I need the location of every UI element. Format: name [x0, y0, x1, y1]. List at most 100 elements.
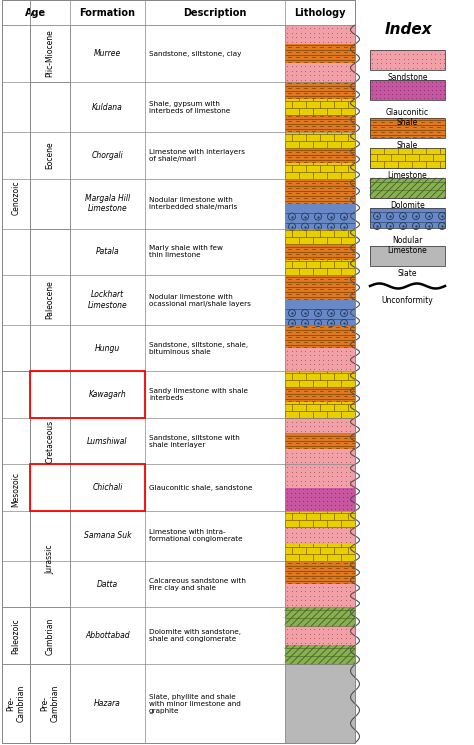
- Bar: [285, 115, 355, 132]
- Circle shape: [386, 212, 393, 220]
- Text: Limestone: Limestone: [388, 171, 428, 180]
- Bar: [285, 132, 355, 148]
- Text: Jurassic: Jurassic: [46, 545, 55, 574]
- Circle shape: [400, 212, 407, 220]
- Text: Hungu: Hungu: [95, 343, 120, 353]
- Bar: [285, 163, 355, 179]
- Bar: [2, 372, 30, 607]
- Bar: [285, 203, 355, 229]
- Circle shape: [315, 223, 321, 230]
- Bar: [285, 259, 355, 275]
- Bar: [285, 63, 355, 82]
- Bar: [370, 178, 445, 198]
- Text: Nodular limestone with
interbedded shale/marls: Nodular limestone with interbedded shale…: [149, 197, 237, 210]
- Bar: [370, 178, 445, 198]
- Bar: [2, 372, 355, 418]
- Bar: [370, 208, 445, 228]
- Bar: [30, 372, 145, 418]
- Circle shape: [340, 310, 347, 317]
- Text: Datta: Datta: [97, 580, 118, 589]
- Text: Sandstone, siltstone, shale,
bituminous shale: Sandstone, siltstone, shale, bituminous …: [149, 342, 248, 355]
- Bar: [285, 627, 355, 645]
- Bar: [30, 82, 70, 229]
- Text: Kawagarh: Kawagarh: [89, 390, 127, 399]
- Circle shape: [301, 223, 309, 230]
- Bar: [285, 372, 355, 387]
- Bar: [2, 25, 355, 82]
- Bar: [370, 246, 445, 266]
- Bar: [285, 665, 355, 743]
- Text: Dolomite: Dolomite: [390, 201, 425, 210]
- Text: Paleozoic: Paleozoic: [11, 618, 20, 653]
- Circle shape: [301, 310, 309, 317]
- Text: Mesozoic: Mesozoic: [11, 472, 20, 507]
- Bar: [30, 25, 70, 82]
- Bar: [285, 275, 355, 300]
- Circle shape: [315, 320, 321, 326]
- Bar: [370, 118, 445, 138]
- Text: Pre-
Cambrian: Pre- Cambrian: [6, 685, 26, 723]
- Bar: [370, 208, 445, 228]
- Text: Paleocene: Paleocene: [46, 281, 55, 320]
- Circle shape: [301, 320, 309, 326]
- Circle shape: [289, 223, 295, 230]
- Bar: [30, 372, 70, 511]
- Text: Murree: Murree: [94, 49, 121, 58]
- Text: Patala: Patala: [96, 247, 119, 256]
- Text: Cretaceous: Cretaceous: [46, 419, 55, 463]
- Text: Nodular
Limestone: Nodular Limestone: [388, 236, 428, 256]
- Text: Age: Age: [26, 7, 46, 17]
- Bar: [2, 179, 355, 229]
- Text: Sandstone, siltstone, clay: Sandstone, siltstone, clay: [149, 51, 241, 57]
- Text: Margala Hill
Limestone: Margala Hill Limestone: [85, 194, 130, 213]
- Bar: [30, 229, 70, 372]
- Circle shape: [340, 320, 347, 326]
- Bar: [285, 229, 355, 244]
- Text: Nodular limestone with
ocassional marl/shale layers: Nodular limestone with ocassional marl/s…: [149, 294, 251, 306]
- Bar: [2, 229, 355, 275]
- Circle shape: [315, 213, 321, 220]
- Text: Chichali: Chichali: [92, 483, 123, 492]
- Text: Index: Index: [384, 22, 432, 37]
- Text: Slate, phyllite and shale
with minor limestone and
graphite: Slate, phyllite and shale with minor lim…: [149, 694, 241, 714]
- Bar: [30, 665, 70, 743]
- Circle shape: [340, 223, 347, 230]
- Bar: [285, 645, 355, 665]
- Bar: [285, 179, 355, 203]
- Text: Lumshiwal: Lumshiwal: [87, 437, 128, 446]
- Bar: [370, 148, 445, 168]
- Bar: [285, 402, 355, 418]
- Text: Shale: Shale: [397, 141, 418, 150]
- Text: Description: Description: [183, 7, 246, 17]
- Bar: [370, 118, 445, 138]
- Circle shape: [289, 213, 295, 220]
- Text: Marly shale with few
thin limestone: Marly shale with few thin limestone: [149, 245, 223, 259]
- Bar: [285, 82, 355, 99]
- Circle shape: [328, 310, 335, 317]
- Bar: [2, 464, 355, 511]
- Bar: [2, 82, 355, 132]
- Circle shape: [289, 320, 295, 326]
- Circle shape: [289, 310, 295, 317]
- Circle shape: [374, 212, 381, 220]
- Bar: [2, 25, 30, 372]
- Text: Sandstone: Sandstone: [387, 73, 428, 82]
- Bar: [2, 607, 355, 665]
- Bar: [285, 325, 355, 348]
- Bar: [285, 25, 355, 44]
- Circle shape: [374, 223, 381, 229]
- Bar: [285, 561, 355, 584]
- Circle shape: [315, 310, 321, 317]
- Text: Plic-Miocene: Plic-Miocene: [46, 30, 55, 77]
- Text: Formation: Formation: [80, 7, 136, 17]
- Bar: [285, 387, 355, 402]
- Circle shape: [386, 223, 393, 229]
- Text: Shale, gypsum with
interbeds of limestone: Shale, gypsum with interbeds of limeston…: [149, 101, 230, 114]
- Bar: [2, 665, 355, 743]
- Bar: [370, 246, 445, 266]
- Bar: [370, 80, 445, 100]
- Circle shape: [438, 223, 446, 229]
- Bar: [2, 511, 355, 561]
- Bar: [285, 148, 355, 163]
- Text: Unconformity: Unconformity: [382, 296, 433, 305]
